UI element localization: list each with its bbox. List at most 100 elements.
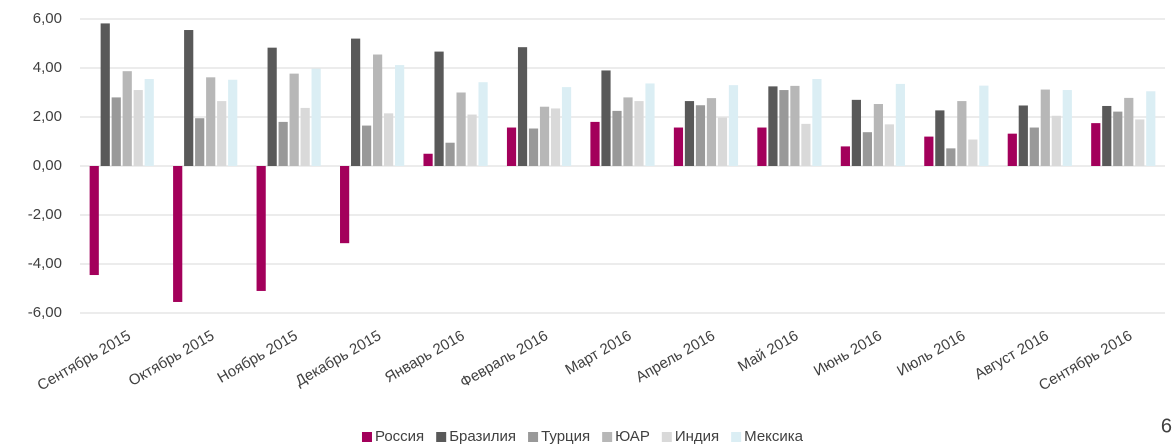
y-tick-label: 4,00	[33, 59, 62, 76]
bar	[89, 166, 99, 276]
bar	[340, 166, 350, 244]
x-tick-label: Февраль 2016	[457, 327, 551, 391]
bar	[539, 106, 550, 166]
bar	[267, 47, 277, 166]
legend-label: Мексика	[744, 428, 804, 445]
bar	[528, 128, 539, 166]
x-tick-label: Январь 2016	[382, 327, 468, 386]
bar	[1091, 123, 1101, 166]
bar	[1040, 89, 1050, 166]
bar	[289, 73, 299, 166]
bar	[517, 47, 528, 166]
x-tick-label: Ноябрь 2015	[215, 327, 301, 387]
y-tick-label: -2,00	[28, 206, 62, 223]
y-tick-label: -6,00	[28, 304, 62, 321]
bar	[133, 90, 143, 166]
bar	[590, 121, 600, 166]
bar	[873, 104, 883, 166]
legend-swatch	[731, 432, 742, 442]
y-tick-label: 6,00	[33, 10, 62, 27]
bar	[851, 99, 861, 166]
legend-swatch	[436, 432, 447, 442]
x-tick-label: Июнь 2016	[811, 327, 885, 380]
bar	[351, 38, 361, 166]
y-tick-label: -4,00	[28, 255, 62, 272]
bar	[278, 121, 288, 166]
bar	[812, 79, 822, 166]
bar	[206, 77, 216, 166]
bar	[895, 83, 905, 166]
bar	[111, 97, 121, 166]
bar	[779, 90, 789, 166]
x-tick-label: Сентябрь 2016	[1036, 327, 1135, 394]
bar	[384, 113, 394, 166]
bar	[728, 85, 739, 166]
y-tick-label: 2,00	[33, 108, 62, 125]
bar	[173, 166, 183, 302]
bar	[968, 139, 978, 166]
bar	[1146, 91, 1156, 166]
bar	[506, 127, 517, 166]
bar	[300, 107, 310, 166]
bar	[395, 65, 405, 166]
bar	[623, 97, 633, 166]
bar	[946, 148, 956, 166]
bar	[456, 92, 466, 166]
bar	[645, 83, 655, 166]
bar	[467, 114, 477, 166]
bar	[1029, 127, 1039, 166]
legend: Россия Бразилия Турция ЮАР Индия Мексика	[361, 428, 804, 445]
x-tick-label: Октябрь 2015	[126, 327, 217, 390]
x-tick-label: Май 2016	[735, 327, 801, 375]
legend-swatch	[602, 432, 613, 442]
bar	[373, 54, 383, 166]
bar	[673, 127, 684, 166]
bar	[362, 125, 372, 166]
bar	[1124, 97, 1134, 166]
legend-label: Турция	[541, 428, 590, 445]
bar	[561, 87, 572, 166]
legend-swatch	[361, 432, 372, 442]
bar	[228, 79, 238, 166]
bar	[979, 85, 989, 166]
bar	[768, 86, 778, 166]
x-tick-label: Апрель 2016	[633, 327, 718, 386]
bar	[601, 70, 611, 166]
legend-swatch	[661, 432, 672, 442]
bar	[445, 142, 455, 166]
bar	[256, 166, 266, 291]
bar	[1135, 119, 1145, 166]
bar	[434, 51, 444, 166]
bar	[840, 146, 850, 166]
bar	[217, 101, 227, 166]
bar	[1051, 115, 1061, 166]
bar	[634, 101, 644, 166]
bar	[862, 132, 872, 166]
bar	[144, 79, 154, 166]
bar	[1113, 111, 1123, 166]
bar	[924, 136, 934, 166]
legend-label: Бразилия	[449, 428, 516, 445]
bar	[195, 118, 205, 166]
legend-label: ЮАР	[615, 428, 650, 445]
bar	[1007, 133, 1017, 166]
bar	[1102, 105, 1112, 166]
x-tick-label: Сентябрь 2015	[34, 327, 133, 394]
bar	[717, 117, 728, 166]
legend-label: Россия	[375, 428, 424, 445]
bar	[423, 153, 433, 166]
bar	[100, 23, 110, 166]
bar	[957, 101, 967, 166]
bar	[935, 110, 945, 166]
bar	[695, 105, 706, 166]
bar	[801, 123, 811, 166]
bar	[706, 98, 717, 166]
x-tick-label: Март 2016	[562, 327, 634, 378]
x-tick-label: Декабрь 2015	[292, 327, 384, 390]
page-number: 6	[1161, 415, 1172, 437]
legend-swatch	[528, 432, 539, 442]
bar	[550, 108, 561, 166]
bar	[757, 127, 767, 166]
bar	[1062, 90, 1072, 166]
